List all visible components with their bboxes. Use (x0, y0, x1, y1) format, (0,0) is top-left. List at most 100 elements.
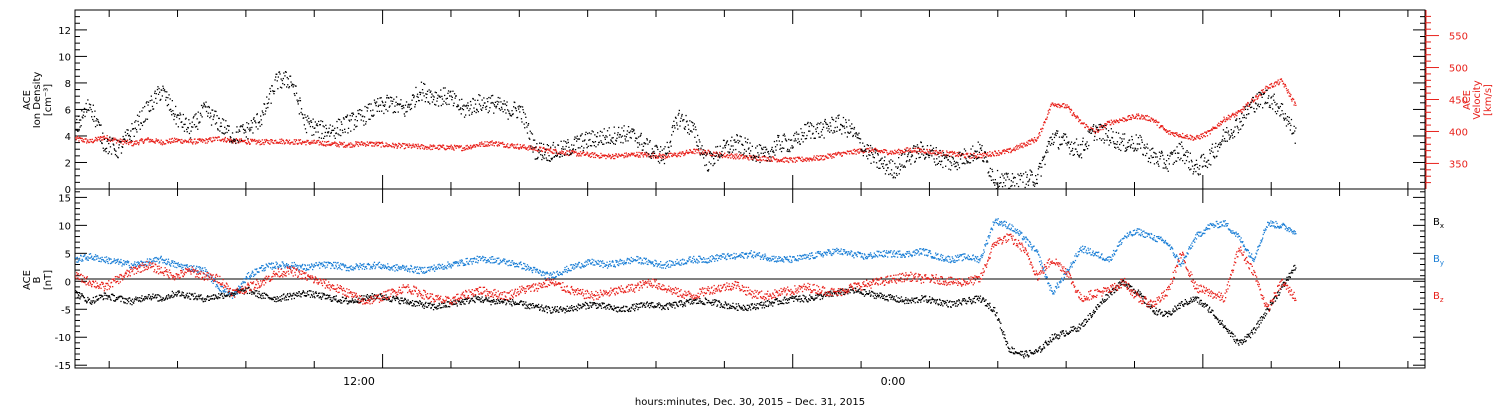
velocity-point (502, 143, 504, 145)
by-point (127, 262, 129, 264)
by-point (120, 258, 122, 261)
density-point (1206, 166, 1209, 169)
velocity-point (1202, 132, 1204, 135)
density-point (229, 140, 231, 142)
velocity-point (139, 140, 141, 142)
density-point (1173, 150, 1175, 152)
density-point (462, 109, 465, 111)
by-point (244, 281, 246, 284)
velocity-point (986, 154, 988, 156)
density-point (1061, 143, 1063, 145)
density-point (1195, 170, 1197, 173)
density-point (978, 156, 980, 159)
density-point (719, 145, 721, 147)
density-point (592, 141, 594, 143)
velocity-point (852, 149, 854, 151)
velocity-point (207, 139, 209, 141)
density-point (349, 120, 351, 122)
density-point (989, 175, 991, 177)
density-point (848, 119, 850, 121)
velocity-point (529, 147, 531, 149)
velocity-point (817, 155, 820, 157)
density-point (249, 127, 251, 129)
density-point (648, 156, 650, 158)
velocity-point (1200, 133, 1202, 135)
velocity-point (449, 148, 451, 150)
density-point (901, 153, 904, 155)
velocity-point (446, 145, 448, 147)
density-point (1000, 182, 1002, 184)
density-point (1143, 144, 1146, 146)
density-point (724, 147, 726, 149)
velocity-point (662, 153, 664, 156)
velocity-point (287, 142, 289, 144)
velocity-point (152, 140, 155, 143)
density-point (1176, 146, 1178, 148)
by-point (119, 262, 121, 264)
density-point (815, 128, 817, 130)
density-point (590, 145, 593, 147)
density-point (1021, 175, 1023, 177)
density-point (321, 120, 324, 123)
velocity-point (330, 144, 332, 147)
velocity-point (841, 155, 843, 157)
density-point (222, 132, 224, 134)
density-point (394, 105, 396, 107)
density-point (324, 135, 326, 137)
velocity-point (1275, 81, 1278, 83)
velocity-point (1225, 120, 1227, 122)
velocity-point (696, 152, 698, 154)
density-point (1123, 138, 1125, 140)
density-point (1283, 119, 1285, 121)
density-point (429, 91, 431, 93)
velocity-point (548, 149, 551, 151)
density-point (310, 120, 312, 122)
velocity-point (582, 152, 584, 154)
density-point (489, 97, 492, 99)
density-point (80, 125, 82, 127)
velocity-point (989, 151, 991, 153)
density-point (959, 151, 961, 153)
by-point (178, 264, 181, 266)
density-point (725, 144, 727, 146)
density-point (420, 92, 422, 94)
density-point (1281, 103, 1284, 105)
density-point (602, 143, 604, 145)
density-point (300, 108, 303, 110)
density-point (1084, 149, 1086, 151)
density-point (829, 131, 831, 133)
density-point (774, 154, 776, 156)
velocity-point (386, 145, 388, 147)
density-point (352, 112, 354, 114)
density-point (903, 166, 905, 168)
density-point (521, 121, 523, 123)
density-point (449, 95, 451, 97)
density-point (794, 138, 796, 140)
velocity-point (639, 154, 641, 157)
velocity-point (287, 141, 289, 143)
velocity-point (1184, 136, 1186, 138)
density-point (703, 157, 705, 159)
by-point (138, 262, 140, 265)
velocity-point (273, 142, 275, 145)
density-point (1200, 156, 1202, 159)
velocity-point (399, 143, 401, 145)
density-point (569, 149, 571, 151)
velocity-point (1151, 118, 1153, 121)
density-point (976, 150, 978, 152)
velocity-point (1024, 143, 1026, 145)
velocity-point (1044, 122, 1046, 124)
density-point (410, 103, 412, 105)
density-point (321, 132, 323, 135)
density-point (751, 156, 753, 158)
density-point (1014, 177, 1016, 179)
density-point (1185, 159, 1188, 162)
velocity-point (899, 149, 901, 151)
density-point (675, 117, 677, 119)
velocity-point (1003, 149, 1005, 151)
density-point (1119, 137, 1121, 139)
density-point (985, 156, 987, 158)
density-point (235, 142, 237, 144)
density-point (395, 101, 397, 103)
velocity-point (167, 142, 170, 144)
